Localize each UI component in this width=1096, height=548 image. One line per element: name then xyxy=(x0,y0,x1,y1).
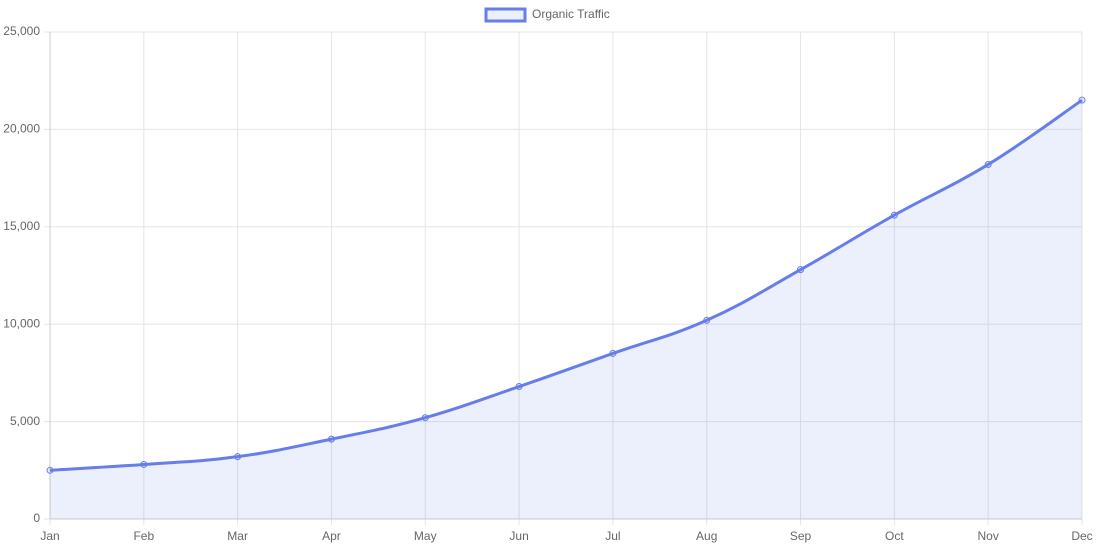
point xyxy=(140,460,148,468)
line xyxy=(49,98,1083,472)
area xyxy=(50,100,1082,520)
x-tick-label: Aug xyxy=(696,529,717,543)
point xyxy=(327,435,335,443)
y-tick-label: 20,000 xyxy=(3,122,40,136)
point xyxy=(1078,96,1086,104)
y-tick-label: 5,000 xyxy=(10,414,40,428)
y-tick-label: 15,000 xyxy=(3,219,40,233)
x-tick-label: Jan xyxy=(40,529,59,543)
point xyxy=(984,160,992,168)
x-tick-label: Sep xyxy=(790,529,812,543)
x-tick-label: Nov xyxy=(978,529,999,543)
point xyxy=(234,453,242,461)
legend-swatch xyxy=(484,7,527,23)
x-tick-label: Apr xyxy=(322,529,341,543)
y-tick-label: 25,000 xyxy=(3,24,40,38)
point xyxy=(609,349,617,357)
point xyxy=(421,414,429,422)
point xyxy=(515,383,523,391)
y-tick-label: 0 xyxy=(33,511,40,525)
x-tick-label: Mar xyxy=(227,529,248,543)
point xyxy=(46,466,54,474)
point xyxy=(703,316,711,324)
legend-label: Organic Traffic xyxy=(532,7,610,21)
x-tick-label: Dec xyxy=(1071,529,1092,543)
x-tick-label: Feb xyxy=(133,529,154,543)
point xyxy=(890,211,898,219)
point xyxy=(797,266,805,274)
x-tick-label: Jul xyxy=(605,529,620,543)
y-tick-label: 10,000 xyxy=(3,316,40,330)
x-tick-label: Jun xyxy=(509,529,528,543)
x-tick-label: May xyxy=(414,529,437,543)
x-tick-label: Oct xyxy=(885,529,904,543)
